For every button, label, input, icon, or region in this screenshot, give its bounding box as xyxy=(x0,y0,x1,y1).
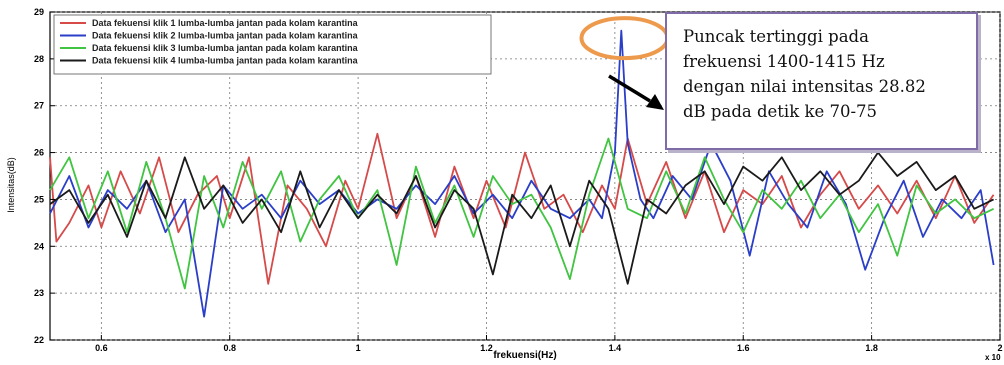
legend-label-4: Data fekuensi klik 4 lumba-lumba jantan … xyxy=(92,56,359,66)
annotation-box: Puncak tertinggi pada frekuensi 1400-141… xyxy=(665,12,978,150)
x-axis-label: frekuensi(Hz) xyxy=(493,350,556,361)
annotation-line: Puncak tertinggi pada xyxy=(683,27,869,46)
legend-label-3: Data fekuensi klik 3 lumba-lumba jantan … xyxy=(92,43,359,53)
x-tick-label: 1 xyxy=(356,343,361,353)
series-line-1 xyxy=(49,132,995,285)
series-line-2 xyxy=(49,29,995,318)
series-layer xyxy=(49,29,995,318)
y-tick-label: 28 xyxy=(34,54,44,64)
legend: Data fekuensi klik 1 lumba-lumba jantan … xyxy=(53,14,492,75)
x-tick-label: 1.2 xyxy=(480,343,493,353)
y-axis-label: Intensitas(dB) xyxy=(6,157,16,213)
y-tick-label: 27 xyxy=(34,101,44,111)
legend-box xyxy=(53,14,492,75)
y-tick-label: 29 xyxy=(34,7,44,17)
x-exponent-label: x 10 xyxy=(985,353,1001,362)
annotation-line: dengan nilai intensitas 28.82 xyxy=(683,77,926,96)
legend-label-2: Data fekuensi klik 2 lumba-lumba jantan … xyxy=(92,31,359,41)
y-tick-label: 23 xyxy=(34,288,44,298)
x-tick-label: 0.8 xyxy=(223,343,236,353)
y-tick-label: 25 xyxy=(34,194,44,204)
x-tick-label: 1.8 xyxy=(865,343,878,353)
x-tick-label: 2 xyxy=(997,343,1002,353)
y-tick-label: 24 xyxy=(34,241,44,251)
y-tick-label: 26 xyxy=(34,148,44,158)
x-tick-label: 1.4 xyxy=(609,343,622,353)
series-line-4 xyxy=(49,151,994,285)
x-tick-label: 1.6 xyxy=(737,343,750,353)
annotation-arrow xyxy=(608,74,664,110)
y-tick-label: 22 xyxy=(34,335,44,345)
legend-label-1: Data fekuensi klik 1 lumba-lumba jantan … xyxy=(92,18,359,28)
x-tick-label: 0.6 xyxy=(95,343,108,353)
annotation-line: dB pada detik ke 70-75 xyxy=(683,102,878,121)
series-line-3 xyxy=(49,137,994,290)
annotation-line: frekuensi 1400-1415 Hz xyxy=(683,52,885,71)
